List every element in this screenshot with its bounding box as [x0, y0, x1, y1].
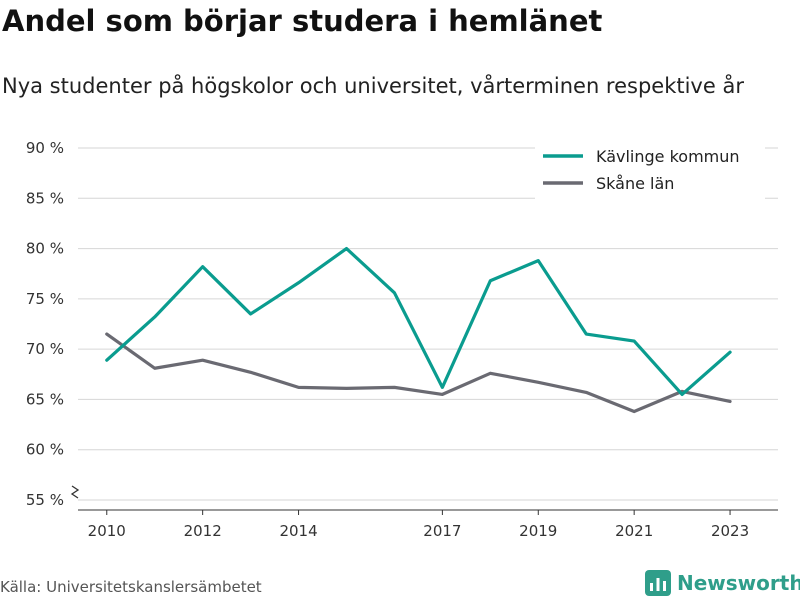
y-tick-label: 60 % — [26, 441, 64, 459]
x-tick-label: 2023 — [711, 522, 749, 540]
y-tick-label: 90 % — [26, 139, 64, 157]
legend-label: Skåne län — [596, 174, 674, 193]
x-tick-label: 2017 — [423, 522, 461, 540]
y-tick-label: 80 % — [26, 240, 64, 258]
x-tick-label: 2019 — [519, 522, 557, 540]
y-tick-label: 75 % — [26, 290, 64, 308]
legend-box — [535, 137, 765, 199]
bar-chart-icon — [645, 570, 671, 596]
x-tick-label: 2021 — [615, 522, 653, 540]
series-line — [105, 246, 732, 396]
newsworthy-logo: Newsworthy — [645, 570, 800, 596]
x-tick-label: 2012 — [184, 522, 222, 540]
chart-title: Andel som börjar studera i hemlänet — [2, 4, 603, 38]
axis-break-marker — [70, 485, 80, 499]
x-tick-label: 2014 — [279, 522, 317, 540]
legend-label: Kävlinge kommun — [596, 147, 740, 166]
brand-name: Newsworthy — [677, 571, 800, 595]
y-tick-label: 70 % — [26, 340, 64, 358]
source-note: Källa: Universitetskanslersämbetet — [0, 578, 262, 596]
chart-subtitle: Nya studenter på högskolor och universit… — [2, 74, 744, 98]
series-line — [105, 332, 732, 414]
y-tick-label: 85 % — [26, 189, 64, 207]
x-tick-label: 2010 — [88, 522, 126, 540]
y-tick-label: 65 % — [26, 390, 64, 408]
y-tick-label: 55 % — [26, 491, 64, 509]
